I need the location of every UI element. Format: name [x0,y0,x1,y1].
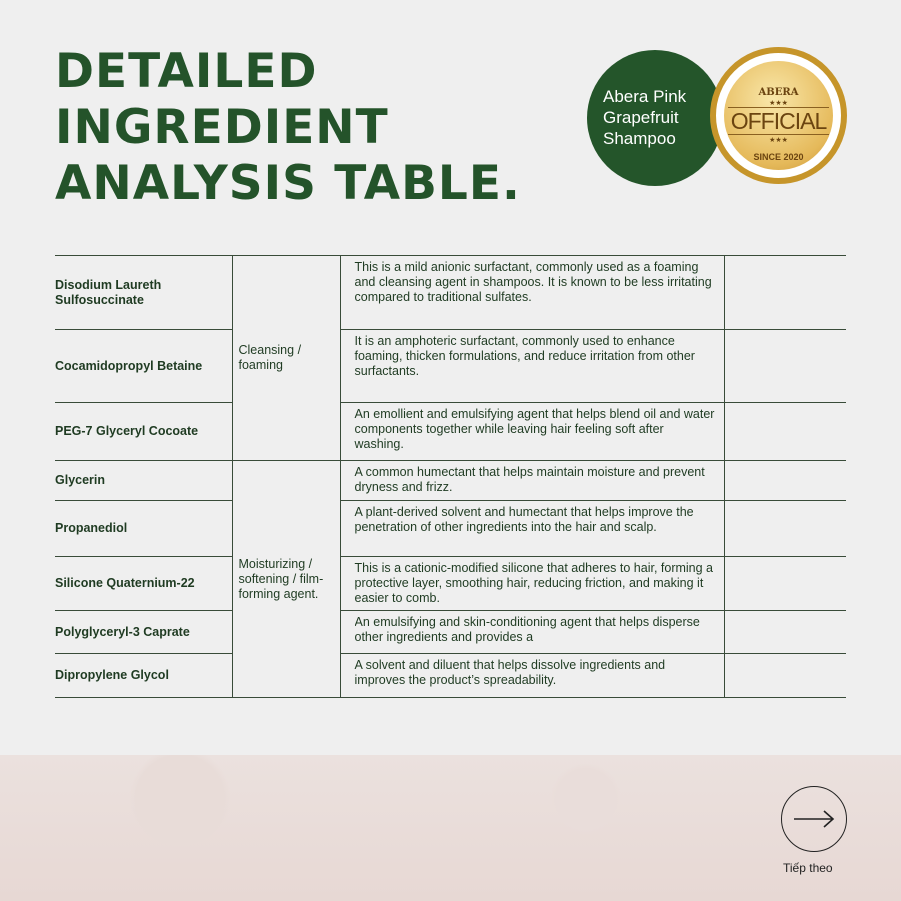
badge-brand: ABERA [758,87,799,98]
product-name-circle: Abera Pink Grapefruit Shampoo [587,50,723,186]
official-badge-logo: ABERA ★★★ OFFICIAL ★★★ SINCE 2020 [710,47,847,184]
ingredient-name: Glycerin [55,460,232,501]
badge-official: OFFICIAL [728,107,829,135]
ingredient-desc: It is an amphoteric surfactant, commonly… [340,329,725,403]
ingredient-table: Disodium Laureth Sulfosuccinate Cleansing… [55,255,846,698]
badge-stars: ★★★ [769,136,788,144]
title-line: ANALYSIS TABLE. [55,156,521,211]
table-row: Glycerin Moisturizing / softening / film-… [55,460,846,698]
ingredient-group: Moisturizing / softening / film-forming … [231,460,341,698]
table-row: Propanediol A plant-derived solvent and h… [55,500,846,557]
ingredient-name: PEG-7 Glyceryl Cocoate [55,402,232,461]
ingredient-group: Cleansing / foaming [231,255,341,461]
badge-since: SINCE 2020 [753,152,804,162]
ingredient-desc: An emollient and emulsifying agent that … [340,402,725,461]
ingredient-name: Polyglyceryl-3 Caprate [55,610,232,654]
product-line: Shampoo [603,129,676,148]
title-line: DETAILED [55,44,318,99]
ingredient-desc: An emulsifying and skin-conditioning age… [340,610,725,654]
foam-background [0,755,901,901]
page-title: DETAILED INGREDIENT ANALYSIS TABLE. [55,44,521,212]
ingredient-name: Disodium Laureth Sulfosuccinate [55,255,232,330]
empty-cell [724,653,846,698]
ingredient-name: Silicone Quaternium-22 [55,556,232,611]
next-button[interactable] [781,786,847,852]
ingredient-desc: This is a mild anionic surfactant, commo… [340,255,725,330]
ingredient-desc: A common humectant that helps maintain m… [340,460,725,501]
badge-stars: ★★★ [769,99,788,107]
table-row: Silicone Quaternium-22 This is a cationic… [55,556,846,611]
table-row: PEG-7 Glyceryl Cocoate An emollient and e… [55,402,846,461]
table-row: Disodium Laureth Sulfosuccinate Cleansing… [55,255,846,461]
product-line: Abera Pink [603,87,687,106]
ingredient-name: Propanediol [55,500,232,557]
ingredient-desc-text: An emulsifying and skin-conditioning age… [354,615,700,644]
table-row: Polyglyceryl-3 Caprate An emulsifying and… [55,610,846,654]
ingredient-desc: This is a cationic-modified silicone tha… [340,556,725,611]
empty-cell [724,460,846,501]
empty-cell [724,500,846,557]
ingredient-name: Cocamidopropyl Betaine [55,329,232,403]
empty-cell [724,255,846,330]
empty-cell [724,610,846,654]
arrow-right-icon [794,810,835,828]
ingredient-desc: A plant-derived solvent and humectant th… [340,500,725,557]
empty-cell [724,329,846,403]
empty-cell [724,402,846,461]
ingredient-name: Dipropylene Glycol [55,653,232,698]
empty-cell [724,556,846,611]
table-row: Dipropylene Glycol A solvent and diluent … [55,653,846,698]
ingredient-desc: A solvent and diluent that helps dissolv… [340,653,725,698]
product-line: Grapefruit [603,108,679,127]
table-row: Cocamidopropyl Betaine It is an amphoteri… [55,329,846,403]
title-line: INGREDIENT [55,100,389,155]
next-label[interactable]: Tiếp theo [783,861,833,875]
